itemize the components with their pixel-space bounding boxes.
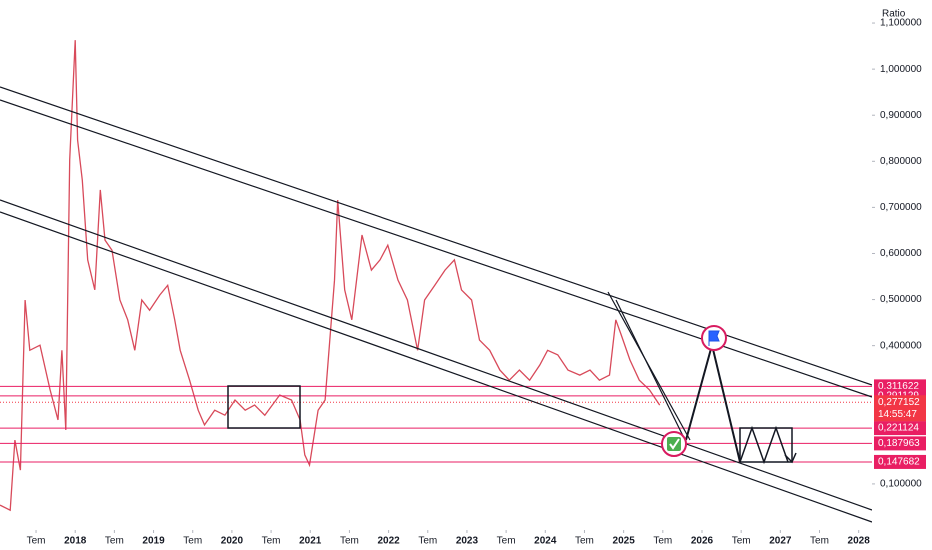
flag-icon — [708, 330, 720, 346]
y-tick-label: 0,400000 — [880, 340, 922, 351]
x-axis-panel — [0, 530, 932, 550]
last-price-box — [874, 395, 926, 422]
x-tick-label: Tem — [27, 536, 46, 547]
price-label: 0,187963 — [878, 438, 920, 449]
y-axis-label: Ratio — [882, 9, 906, 20]
x-tick-label: Tem — [262, 536, 281, 547]
x-tick-label: 2028 — [848, 536, 871, 547]
last-price-label: 0,277152 — [878, 397, 920, 408]
x-tick-label: Tem — [575, 536, 594, 547]
trend-line — [615, 299, 685, 439]
x-tick-label: Tem — [183, 536, 202, 547]
x-tick-label: Tem — [497, 536, 516, 547]
y-tick-label: 0,900000 — [880, 110, 922, 121]
arrow-head — [784, 452, 797, 464]
x-tick-label: Tem — [340, 536, 359, 547]
price-label: 0,147682 — [878, 457, 920, 468]
range-box — [739, 427, 793, 463]
y-tick-label: 0,800000 — [880, 156, 922, 167]
x-tick-label: 2020 — [221, 536, 244, 547]
x-tick-label: 2022 — [377, 536, 400, 547]
x-tick-label: Tem — [653, 536, 672, 547]
y-tick-label: 0,600000 — [880, 248, 922, 259]
x-tick-label: 2024 — [534, 536, 557, 547]
x-tick-label: 2023 — [456, 536, 479, 547]
x-tick-label: 2019 — [142, 536, 165, 547]
x-tick-label: Tem — [105, 536, 124, 547]
annotations — [0, 86, 873, 523]
y-tick-label: 0,700000 — [880, 202, 922, 213]
x-tick-label: 2021 — [299, 536, 322, 547]
countdown-label: 14:55:47 — [878, 409, 917, 420]
x-tick-label: Tem — [418, 536, 437, 547]
y-tick-label: 1,000000 — [880, 64, 922, 75]
channel-line — [0, 211, 873, 523]
x-tick-label: 2026 — [691, 536, 714, 547]
price-label: 0,221124 — [878, 423, 919, 434]
price-line — [0, 40, 661, 512]
price-label-box — [874, 421, 926, 436]
channel-line — [0, 199, 873, 511]
price-label-box — [874, 454, 926, 469]
range-box — [227, 385, 301, 429]
x-tick-label: Tem — [810, 536, 829, 547]
check-mark — [669, 438, 680, 450]
price-label: 0,311622 — [878, 381, 919, 392]
zigzag — [739, 425, 789, 465]
y-tick-label: 0,100000 — [880, 479, 922, 490]
x-tick-label: 2025 — [613, 536, 636, 547]
y-tick-label: 0,500000 — [880, 294, 922, 305]
y-tick-label: 1,100000 — [880, 18, 922, 29]
price-label-box — [874, 436, 926, 451]
x-tick-label: 2018 — [64, 536, 87, 547]
x-tick-label: Tem — [732, 536, 751, 547]
channel-line — [0, 99, 873, 398]
x-tick-label: 2027 — [769, 536, 792, 547]
